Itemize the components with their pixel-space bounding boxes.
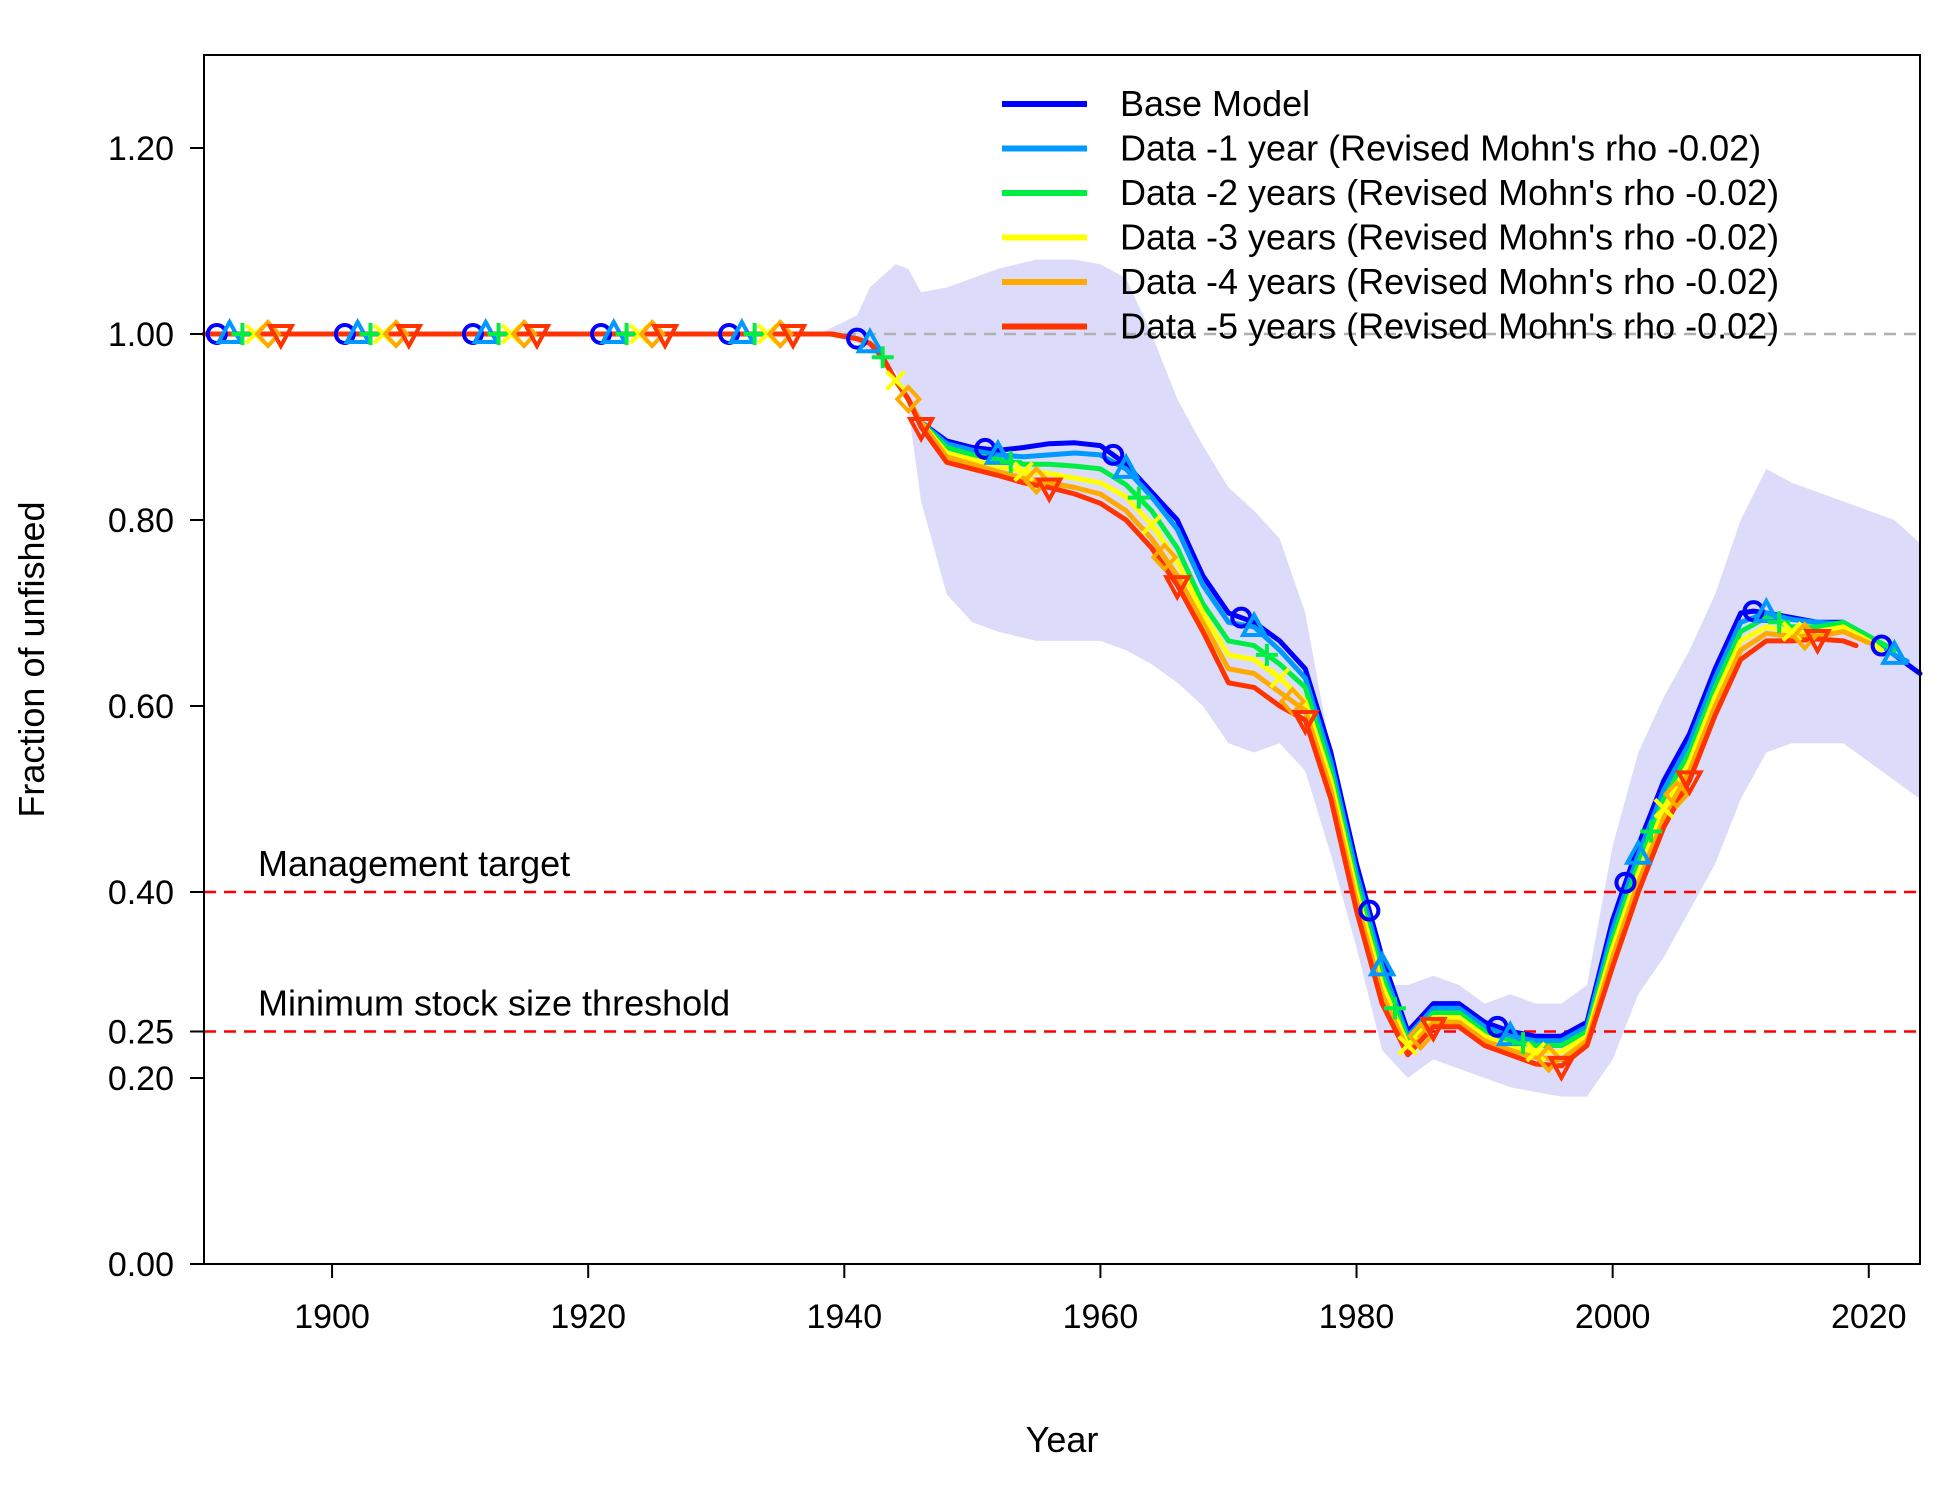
series-marker	[1675, 770, 1704, 797]
series-marker	[1290, 709, 1320, 737]
legend-label: Data -3 years (Revised Mohn's rho -0.02)	[1120, 217, 1779, 258]
y-tick-label: 0.25	[108, 1014, 174, 1052]
series-marker	[1495, 1019, 1525, 1047]
series-marker	[1102, 443, 1125, 466]
series-marker	[254, 319, 282, 349]
series-marker	[1230, 606, 1253, 629]
series-marker	[1269, 667, 1291, 689]
series-marker	[394, 324, 424, 351]
x-tick-label: 1980	[1319, 1298, 1395, 1336]
series-marker	[1751, 596, 1781, 623]
legend-label: Data -1 year (Revised Mohn's rho -0.02)	[1120, 128, 1761, 169]
series-marker	[1418, 1016, 1448, 1044]
series-marker	[1358, 899, 1381, 922]
series-marker	[983, 438, 1013, 465]
series-marker	[885, 370, 906, 391]
series-marker	[743, 323, 766, 345]
series-marker	[1640, 820, 1663, 843]
x-tick-label: 2020	[1831, 1298, 1907, 1336]
reference-line-label: Minimum stock size threshold	[258, 983, 730, 1024]
series-marker	[1623, 838, 1653, 865]
series-marker	[1034, 477, 1064, 504]
confidence-band	[204, 259, 1920, 1097]
y-tick-label: 0.80	[108, 502, 174, 540]
y-tick-label: 0.00	[108, 1246, 174, 1284]
series-marker	[231, 323, 254, 345]
y-axis-title: Fraction of unfished	[11, 501, 52, 817]
series-marker	[1768, 611, 1791, 634]
series-marker	[1547, 1055, 1576, 1083]
plot-frame	[203, 54, 1921, 1265]
x-tick-label: 2000	[1575, 1298, 1651, 1336]
y-tick-label: 0.60	[108, 688, 174, 726]
series-marker	[1111, 452, 1141, 479]
series-marker	[1022, 465, 1051, 496]
series-marker	[650, 324, 680, 351]
series-marker	[1525, 1041, 1547, 1063]
series-marker	[1534, 1043, 1563, 1074]
series-marker	[1239, 610, 1269, 637]
series-marker	[1653, 797, 1675, 819]
series-marker	[778, 324, 808, 351]
series-marker	[1512, 1032, 1535, 1055]
reference-line-label: Management target	[258, 843, 570, 884]
series-marker	[999, 450, 1022, 473]
series-marker	[487, 323, 510, 345]
series-marker	[1614, 871, 1637, 894]
series-marker	[1162, 575, 1192, 602]
series-marker	[1141, 514, 1163, 536]
series-marker	[1486, 1015, 1509, 1038]
series-marker	[510, 319, 538, 349]
series-marker	[359, 323, 382, 345]
x-axis-title: Year	[1026, 1419, 1099, 1460]
legend-label: Data -5 years (Revised Mohn's rho -0.02)	[1120, 306, 1779, 347]
series-marker	[894, 384, 923, 415]
y-tick-label: 0.20	[108, 1060, 174, 1098]
series-marker	[1662, 779, 1691, 810]
legend-label: Data -2 years (Revised Mohn's rho -0.02)	[1120, 172, 1779, 213]
series-marker	[1127, 486, 1150, 509]
series-marker	[522, 324, 552, 351]
legend-label: Base Model	[1120, 83, 1310, 124]
series-marker	[1781, 621, 1803, 643]
x-tick-label: 1940	[806, 1298, 882, 1336]
markers-layer	[205, 317, 1909, 1083]
confidence-band-layer	[204, 259, 1920, 1097]
series-marker	[1278, 686, 1307, 717]
series-marker	[855, 327, 885, 354]
series-marker	[906, 417, 936, 444]
series-marker	[871, 346, 894, 369]
x-tick-label: 1960	[1063, 1298, 1139, 1336]
series-marker	[266, 324, 296, 351]
series-line	[201, 331, 1859, 1069]
y-tick-label: 1.20	[108, 130, 174, 168]
series-marker	[1880, 638, 1909, 665]
series-marker	[1870, 634, 1893, 657]
series-marker	[1367, 950, 1397, 977]
series-marker	[1803, 629, 1832, 656]
series-marker	[638, 319, 666, 349]
series-marker	[1150, 542, 1179, 573]
axes-layer: 1900 1920 1940 1960 1980 2000 2020 0.00 0.20 0.25…	[108, 130, 1907, 1336]
series-marker	[1383, 997, 1406, 1020]
series-marker	[382, 319, 410, 349]
series-marker	[1255, 643, 1278, 666]
x-tick-label: 1900	[294, 1298, 370, 1336]
y-tick-label: 0.40	[108, 874, 174, 912]
x-tick-label: 1920	[550, 1298, 626, 1336]
y-tick-label: 1.00	[108, 316, 174, 354]
series-marker	[766, 319, 794, 349]
series-marker	[615, 323, 638, 345]
legend-label: Data -4 years (Revised Mohn's rho -0.02)	[1120, 261, 1779, 302]
